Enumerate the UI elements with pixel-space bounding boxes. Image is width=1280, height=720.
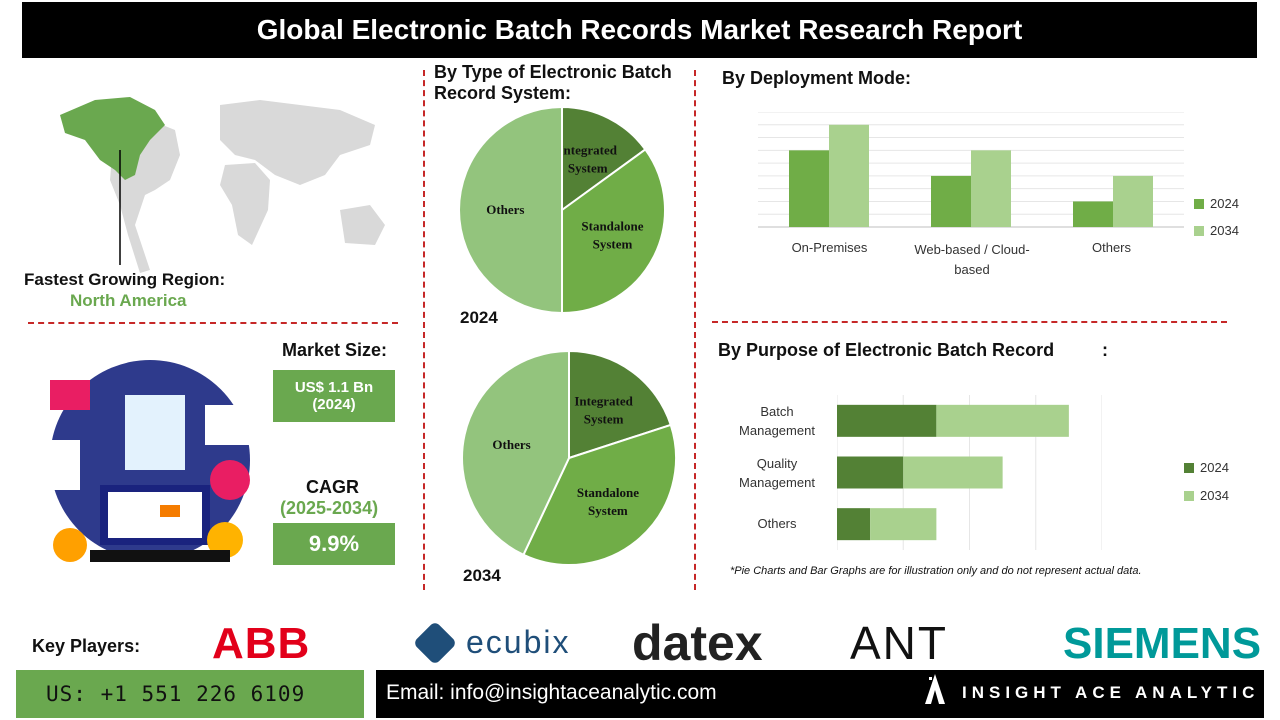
cagr-value: 9.9% (273, 523, 395, 565)
pie-section-title: By Type of Electronic Batch Record Syste… (434, 62, 672, 103)
bar-segment (936, 404, 1069, 437)
pie-chart-2034: Integrated System Standalone System Others (461, 350, 677, 566)
market-size-year: (2024) (312, 396, 356, 413)
pie-chart-2024: Integrated System Standalone System Others (458, 105, 666, 315)
legend-label: 2024 (1210, 196, 1239, 211)
legend-swatch (1184, 490, 1194, 501)
legend-swatch (1194, 198, 1204, 209)
deployment-bar-chart (758, 112, 1184, 228)
abb-logo: ABB (212, 619, 311, 668)
market-size-value: US$ 1.1 Bn (294, 379, 374, 396)
legend-swatch (1194, 225, 1204, 236)
legend-item-2024: 2024 (1194, 196, 1239, 211)
purpose-title: By Purpose of Electronic Batch Record (718, 340, 1055, 360)
disclaimer-note: *Pie Charts and Bar Graphs are for illus… (730, 565, 1142, 577)
legend-label: 2024 (1200, 460, 1229, 475)
bar (1073, 201, 1113, 227)
legend-swatch (1184, 462, 1194, 473)
divider (423, 70, 425, 590)
bar-segment (870, 508, 937, 541)
pie-slice (561, 105, 647, 212)
legend-item-2034: 2034 (1184, 488, 1229, 503)
pie-slice (461, 350, 570, 557)
bar-segment (837, 456, 904, 489)
legend-label: 2034 (1200, 488, 1229, 503)
market-size-label: Market Size: (282, 340, 388, 360)
legend-item-2034: 2034 (1194, 223, 1239, 238)
pie-slice (458, 105, 563, 315)
pie-slice-label: Integrated System (558, 143, 617, 176)
region-value: North America (70, 291, 187, 310)
email-contact[interactable]: Email: info@insightaceanalytic.com (386, 681, 717, 704)
ecubix-logo-icon (412, 620, 458, 666)
brand-logo-icon (925, 674, 945, 704)
bar-segment (903, 456, 1003, 489)
pie-slice (561, 148, 666, 315)
legend-item-2024: 2024 (1184, 460, 1229, 475)
cagr-label: CAGR (306, 477, 359, 497)
divider (28, 322, 398, 324)
deploy-category-label: Web-based / Cloud-based (914, 242, 1030, 277)
purpose-category-label: Quality Management (739, 456, 815, 490)
pie-year-2034: 2034 (463, 566, 501, 585)
bar-segment (837, 508, 871, 541)
pie-slice-label: Integrated System (574, 393, 633, 426)
siemens-logo: SIEMENS (1063, 619, 1262, 668)
legend-label: 2034 (1210, 223, 1239, 238)
bar (829, 124, 869, 227)
divider (712, 321, 1227, 323)
region-label: Fastest Growing Region: (24, 270, 226, 289)
purpose-title-suffix: : (1102, 340, 1108, 360)
key-players-label: Key Players: (32, 636, 141, 656)
bar (1113, 175, 1153, 227)
pie-slice-label: Others (492, 437, 530, 452)
footer-bar (376, 670, 1264, 718)
deploy-category-label: Others (1091, 240, 1131, 255)
bar (971, 150, 1011, 227)
purpose-bar-chart (837, 395, 1102, 550)
bar-segment (837, 404, 937, 437)
pie-slice (522, 423, 677, 566)
purpose-category-label: Others (757, 516, 797, 531)
ecubix-logo: ecubix (466, 624, 571, 660)
deployment-title: By Deployment Mode: (722, 68, 912, 88)
brand-name: INSIGHT ACE ANALYTIC (962, 683, 1260, 702)
cagr-period: (2025-2034) (280, 498, 379, 518)
purpose-category-label: Batch Management (739, 404, 815, 438)
divider (694, 70, 696, 590)
world-map (60, 97, 385, 273)
pie-year-2024: 2024 (460, 308, 498, 327)
datex-logo: datex (632, 615, 763, 671)
pie-slice-label: Others (486, 202, 524, 217)
page-title: Global Electronic Batch Records Market R… (22, 2, 1257, 58)
pie-slice (568, 350, 673, 460)
market-size-box: US$ 1.1 Bn (2024) (273, 370, 395, 422)
ant-logo: ANT (850, 617, 948, 669)
analytics-illustration (40, 360, 250, 562)
phone-contact[interactable]: US: +1 551 226 6109 (16, 670, 364, 718)
bar (789, 150, 829, 227)
pie-slice-label: Standalone System (581, 219, 643, 252)
bar (931, 175, 971, 227)
deploy-category-label: On-Premises (791, 240, 868, 255)
pie-slice-label: Standalone System (577, 485, 639, 518)
